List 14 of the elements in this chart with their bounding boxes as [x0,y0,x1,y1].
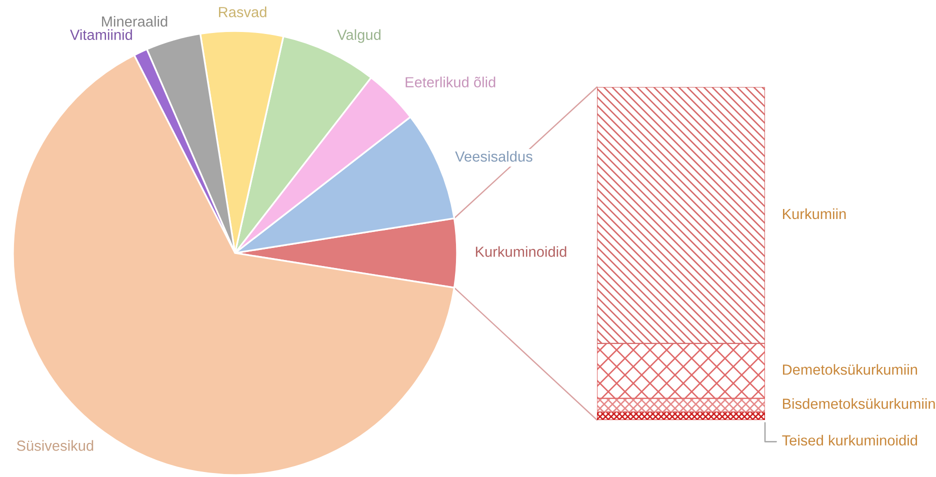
slice-label: Kurkuminoidid [476,246,566,257]
slice-label: Rasvad [219,6,266,18]
bar [597,411,765,420]
slice-label: Eeterlikud õlid [406,76,496,88]
series-label: Demetoksükurkumiin [782,364,918,375]
series-label: Bisdemetoksükurkumiin [782,398,935,409]
slice-label: Valgud [337,29,380,43]
slice-label: Veesisaldus [455,150,532,162]
slice-label: Süsivesikud [16,440,94,451]
slice-label: Vitamiinid [70,29,132,40]
slice-label: Mineraalid [102,16,168,27]
series-label: Teised kurkuminoidid [782,434,918,446]
bar [597,398,765,412]
series-label: Kurkumiin [782,208,846,220]
